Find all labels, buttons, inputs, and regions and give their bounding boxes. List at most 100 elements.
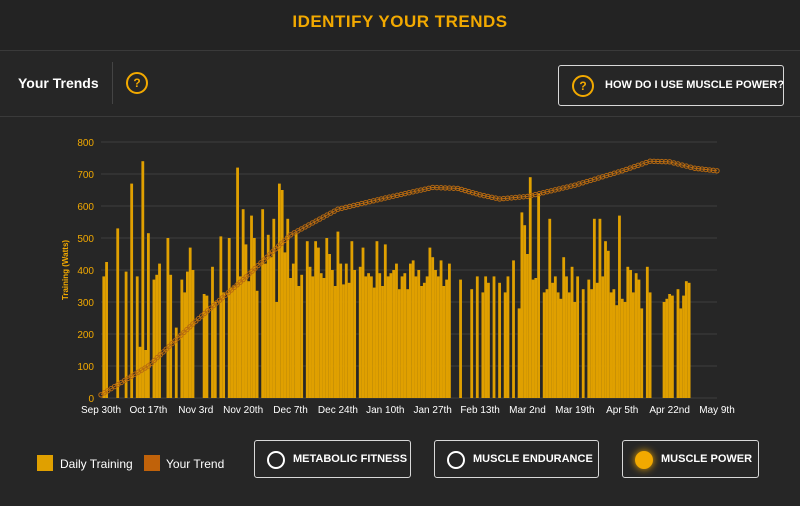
y-axis-label: Training (Watts): [61, 240, 70, 300]
trend-point: [213, 300, 220, 306]
bar: [186, 271, 189, 398]
bar: [174, 327, 178, 398]
bar: [422, 282, 426, 398]
help-icon[interactable]: ?: [126, 72, 148, 94]
bar: [158, 263, 161, 398]
bar: [155, 274, 159, 398]
trend-point: [270, 248, 276, 255]
trend-point: [204, 308, 211, 314]
bar: [481, 292, 485, 398]
bar: [420, 286, 423, 398]
x-tick-label: Mar 2nd: [509, 405, 546, 416]
muscle-power-button[interactable]: MUSCLE POWER: [622, 440, 759, 478]
trend-point: [258, 260, 264, 266]
bar: [261, 209, 265, 398]
bar: [408, 263, 412, 398]
bar: [314, 241, 318, 398]
trend-point: [710, 167, 716, 174]
trend-point: [184, 326, 190, 333]
bar: [434, 270, 437, 398]
bar: [665, 298, 669, 398]
trend-point: [249, 268, 255, 274]
bar: [606, 250, 610, 398]
bar: [671, 295, 674, 398]
bar: [244, 244, 248, 398]
muscle-endurance-button[interactable]: MUSCLE ENDURANCE: [434, 440, 599, 478]
bar: [213, 302, 217, 398]
trend-point: [261, 257, 267, 263]
training-chart: 0 100 200 300 400 500 600 700 800 Sep 30th Oct 17…: [61, 138, 735, 416]
bar: [383, 244, 387, 398]
bar: [565, 276, 568, 398]
panel-title: Your Trends: [18, 75, 99, 91]
bar: [436, 276, 440, 398]
bar: [328, 254, 331, 398]
bar: [581, 289, 585, 398]
bar: [517, 308, 521, 398]
bar: [369, 276, 373, 398]
y-tick-label: 600: [77, 202, 94, 213]
bar: [459, 279, 462, 398]
bar: [629, 270, 632, 398]
bar: [445, 279, 449, 398]
bar: [397, 289, 401, 398]
bar: [645, 266, 649, 398]
bar: [668, 294, 672, 398]
bar: [294, 233, 298, 398]
trend-point: [267, 251, 273, 258]
question-icon: ?: [572, 75, 594, 97]
bar: [361, 247, 365, 398]
how-to-use-button[interactable]: ? HOW DO I USE MUSCLE POWER?: [558, 65, 784, 106]
bar: [556, 292, 560, 398]
bar: [272, 218, 276, 398]
bar: [311, 276, 315, 398]
trend-point: [284, 234, 291, 241]
x-tick-label: Jan 27th: [414, 405, 452, 416]
trend-point: [225, 289, 232, 296]
x-tick-label: Nov 3rd: [178, 405, 213, 416]
trend-point: [699, 166, 705, 172]
bar: [470, 289, 474, 398]
metabolic-fitness-label: METABOLIC FITNESS: [293, 453, 408, 465]
trend-point: [714, 168, 720, 174]
bar: [152, 279, 156, 398]
bar: [105, 262, 108, 398]
trend-point: [148, 360, 155, 366]
x-tick-label: Nov 20th: [223, 405, 263, 416]
header-divider: [112, 62, 113, 104]
bar: [166, 238, 170, 398]
bar: [626, 266, 630, 398]
bar: [676, 289, 680, 398]
bar: [411, 260, 415, 398]
bar: [520, 212, 524, 398]
bar: [381, 286, 384, 398]
bar: [252, 238, 256, 398]
bar: [414, 276, 418, 398]
bar: [191, 270, 195, 398]
bar: [567, 292, 571, 398]
bar: [286, 218, 290, 398]
y-tick-label: 400: [77, 266, 94, 277]
muscle-power-radio-icon: [635, 451, 653, 469]
bar: [146, 233, 150, 398]
trend-point: [240, 276, 246, 283]
bar: [612, 289, 616, 398]
bar: [400, 276, 404, 398]
bar: [503, 292, 507, 398]
trend-point: [231, 284, 237, 291]
bar: [428, 247, 432, 398]
trend-point: [264, 254, 270, 260]
trend-point: [210, 302, 217, 309]
metabolic-fitness-button[interactable]: METABOLIC FITNESS: [254, 440, 411, 478]
y-tick-label: 100: [77, 362, 94, 373]
bar: [305, 241, 309, 398]
trend-point: [234, 282, 240, 288]
bar: [319, 273, 323, 398]
bar: [615, 305, 619, 398]
bar: [640, 308, 644, 398]
bar: [180, 279, 184, 398]
bar: [300, 274, 304, 398]
trend-point: [207, 305, 214, 311]
how-to-use-label: HOW DO I USE MUSCLE POWER?: [605, 79, 785, 91]
bar: [367, 273, 370, 398]
